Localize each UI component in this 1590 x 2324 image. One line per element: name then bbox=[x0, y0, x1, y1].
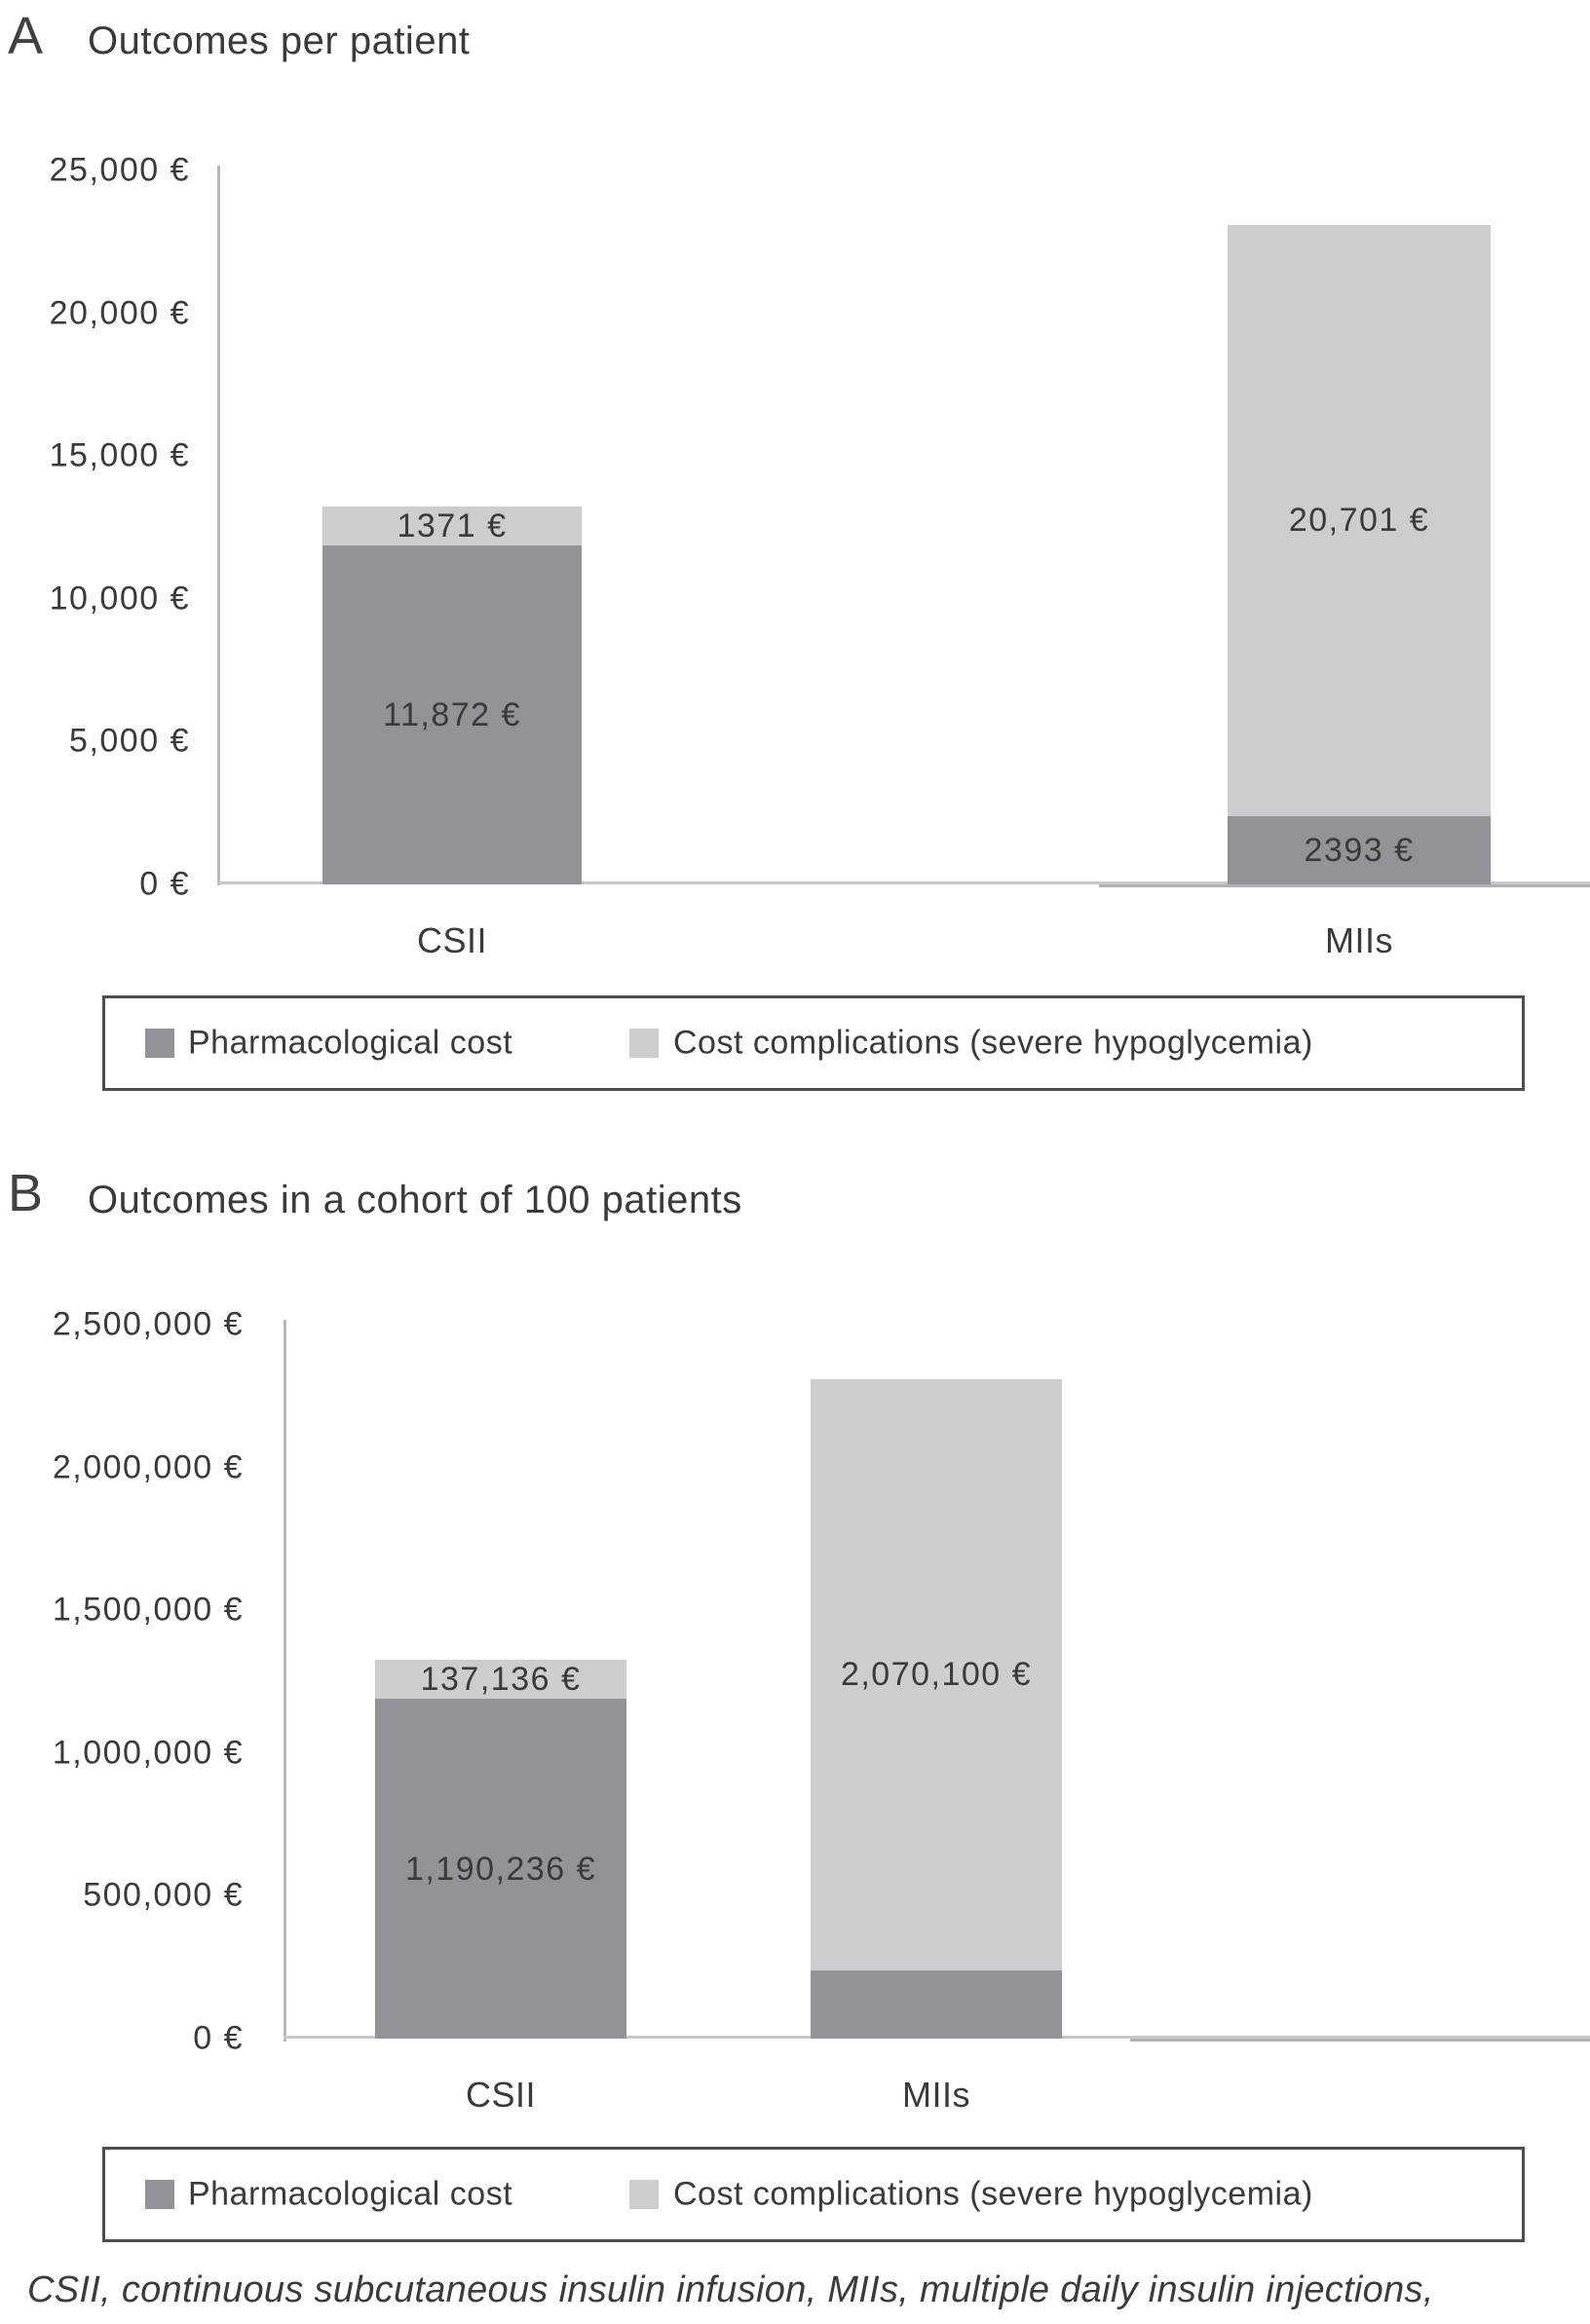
legend-swatch-pharmacological bbox=[145, 1029, 174, 1058]
bar-segment-pharmacological bbox=[811, 1969, 1062, 2039]
x-axis-line-segment bbox=[1099, 884, 1590, 887]
legend-swatch-complications bbox=[629, 2180, 659, 2209]
category-label-csii: CSII bbox=[416, 920, 487, 960]
y-tick-label: 500,000 € bbox=[83, 1876, 244, 1914]
y-tick-label: 25,000 € bbox=[49, 151, 190, 189]
y-tick-label: 2,000,000 € bbox=[52, 1448, 244, 1486]
y-tick-label: 20,000 € bbox=[49, 294, 190, 332]
bar-segment-pharmacological: 2393 € bbox=[1228, 815, 1491, 884]
bar-segment-pharmacological: 11,872 € bbox=[322, 544, 582, 884]
abbreviations-footnote: CSII, continuous subcutaneous insulin in… bbox=[27, 2269, 1434, 2310]
x-axis-line bbox=[217, 881, 1590, 884]
bar-segment-pharmacological: 1,190,236 € bbox=[375, 1699, 626, 2039]
legend-label-pharmacological: Pharmacological cost bbox=[188, 1024, 513, 1062]
legend-label-pharmacological: Pharmacological cost bbox=[188, 2175, 513, 2213]
legend: Pharmacological cost Cost complications … bbox=[102, 995, 1525, 1091]
y-tick-label: 5,000 € bbox=[69, 722, 190, 760]
panel-a-letter: A bbox=[8, 7, 44, 65]
value-label: 20,701 € bbox=[1288, 502, 1430, 540]
bar-segment-complications: 2,070,100 € bbox=[811, 1378, 1062, 1970]
category-label-miis: MIIs bbox=[1325, 920, 1393, 960]
y-tick-label: 2,500,000 € bbox=[52, 1305, 244, 1343]
y-tick-label: 10,000 € bbox=[49, 580, 190, 618]
legend: Pharmacological cost Cost complications … bbox=[102, 2147, 1525, 2242]
bar-segment-complications: 1371 € bbox=[322, 506, 582, 545]
bar-csii: 137,136 € 1,190,236 € bbox=[375, 1659, 626, 2039]
legend-label-complications: Cost complications (severe hypoglycemia) bbox=[673, 2175, 1313, 2213]
legend-swatch-pharmacological bbox=[145, 2180, 174, 2209]
value-label: 1371 € bbox=[397, 506, 508, 544]
bar-segment-complications: 137,136 € bbox=[375, 1659, 626, 1700]
bar-miis: 2,070,100 € bbox=[811, 1378, 1062, 2039]
y-axis-line bbox=[284, 1320, 286, 2042]
value-label: 11,872 € bbox=[383, 695, 521, 733]
y-tick-label: 0 € bbox=[139, 865, 190, 903]
value-label: 137,136 € bbox=[420, 1660, 582, 1698]
bar-miis: 20,701 € 2393 € bbox=[1228, 224, 1491, 884]
legend-label-complications: Cost complications (severe hypoglycemia) bbox=[673, 1024, 1313, 1062]
x-axis-line-segment bbox=[1130, 2039, 1590, 2042]
y-tick-label: 15,000 € bbox=[49, 436, 190, 474]
bar-csii: 1371 € 11,872 € bbox=[322, 506, 582, 884]
value-label: 2393 € bbox=[1304, 831, 1415, 869]
y-tick-label: 1,500,000 € bbox=[52, 1591, 244, 1629]
y-tick-label: 1,000,000 € bbox=[52, 1734, 244, 1772]
legend-swatch-complications bbox=[629, 1029, 659, 1058]
panel-b-title: Outcomes in a cohort of 100 patients bbox=[88, 1179, 742, 1221]
value-label: 1,190,236 € bbox=[404, 1850, 597, 1888]
category-label-miis: MIIs bbox=[902, 2075, 970, 2115]
bar-segment-complications: 20,701 € bbox=[1228, 224, 1491, 816]
category-label-csii: CSII bbox=[465, 2075, 536, 2115]
panel-b-letter: B bbox=[8, 1164, 44, 1222]
value-label: 2,070,100 € bbox=[840, 1656, 1033, 1694]
y-axis-line bbox=[217, 166, 220, 885]
panel-a-title: Outcomes per patient bbox=[88, 19, 471, 62]
y-tick-label: 0 € bbox=[193, 2019, 244, 2057]
